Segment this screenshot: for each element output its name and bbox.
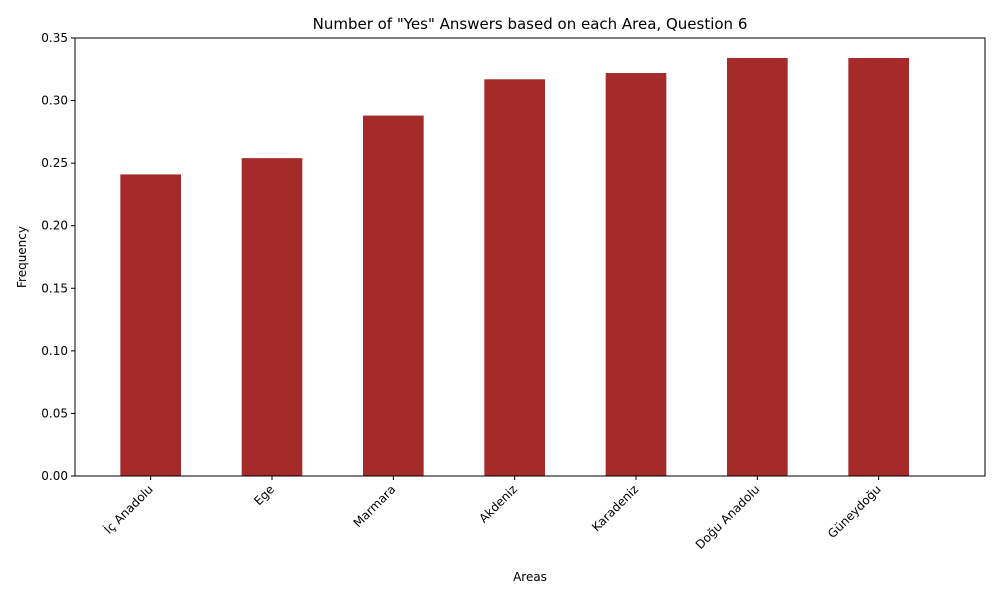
y-tick-label-2: 0.10 xyxy=(41,344,68,358)
x-tick-label-0: İç Anadolu xyxy=(101,482,156,537)
bar-0 xyxy=(120,174,181,477)
bar-6 xyxy=(848,58,909,476)
bar-5 xyxy=(727,58,788,476)
y-tick-label-6: 0.30 xyxy=(41,94,68,108)
x-tick-label-4: Karadeniz xyxy=(589,482,641,534)
bars-group xyxy=(120,58,909,477)
y-tick-label-4: 0.20 xyxy=(41,219,68,233)
x-axis-label: Areas xyxy=(513,570,547,584)
y-tick-label-1: 0.05 xyxy=(41,406,68,420)
bar-2 xyxy=(363,115,424,477)
x-tick-label-1: Ege xyxy=(251,482,277,508)
y-axis-label: Frequency xyxy=(15,226,29,288)
y-tick-label-7: 0.35 xyxy=(41,31,68,45)
x-tick-label-2: Marmara xyxy=(351,482,399,530)
bar-1 xyxy=(241,158,303,476)
x-axis: İç Anadolu Ege Marmara Akdeniz Karadeniz Doğu… xyxy=(101,476,884,552)
bar-4 xyxy=(605,73,667,476)
x-tick-label-3: Akdeniz xyxy=(476,482,519,525)
bar-3 xyxy=(484,79,545,476)
y-tick-label-3: 0.15 xyxy=(41,281,68,295)
chart-title: Number of "Yes" Answers based on each Ar… xyxy=(313,15,748,33)
x-tick-label-5: Doğu Anadolu xyxy=(693,482,763,552)
x-tick-label-6: Güneydoğu xyxy=(825,482,884,541)
y-tick-label-0: 0.00 xyxy=(41,469,68,483)
y-tick-label-5: 0.25 xyxy=(41,156,68,170)
plot-frame xyxy=(74,37,986,477)
y-axis: 0.00 0.05 0.10 0.15 0.20 0.25 0.30 0.35 xyxy=(41,31,75,483)
